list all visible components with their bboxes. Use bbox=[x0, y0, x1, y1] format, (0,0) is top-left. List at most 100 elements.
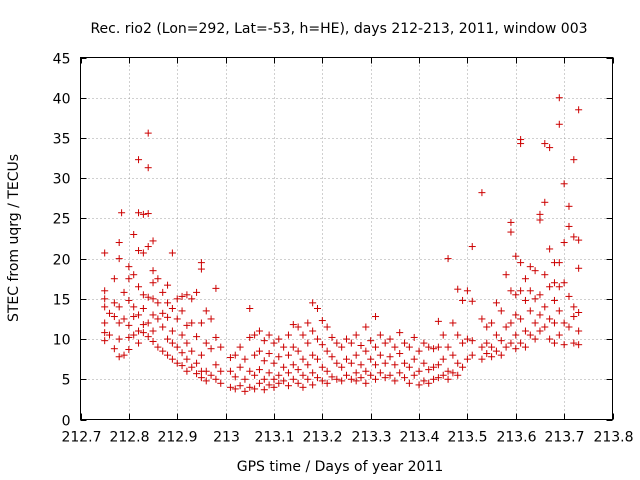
data-point bbox=[323, 379, 331, 387]
data-point bbox=[289, 321, 297, 329]
data-point bbox=[531, 335, 539, 343]
data-points-layer bbox=[101, 94, 583, 395]
data-point bbox=[430, 363, 438, 371]
data-point bbox=[497, 307, 505, 315]
data-point bbox=[367, 371, 375, 379]
data-point bbox=[328, 333, 336, 341]
x-tick-label: 213.2 bbox=[302, 430, 342, 446]
data-point bbox=[550, 279, 558, 287]
data-point bbox=[323, 323, 331, 331]
data-point bbox=[313, 304, 321, 312]
data-point bbox=[164, 335, 172, 343]
data-point bbox=[125, 275, 133, 283]
data-point bbox=[183, 291, 191, 299]
data-point bbox=[139, 304, 147, 312]
data-point bbox=[420, 339, 428, 347]
data-point bbox=[294, 323, 302, 331]
data-point bbox=[367, 337, 375, 345]
chart-title: Rec. rio2 (Lon=292, Lat=-53, h=HE), days… bbox=[90, 21, 587, 37]
data-point bbox=[188, 295, 196, 303]
data-point bbox=[246, 304, 254, 312]
data-point bbox=[454, 359, 462, 367]
data-point bbox=[454, 331, 462, 339]
data-point bbox=[391, 377, 399, 385]
data-point bbox=[139, 329, 147, 337]
data-point bbox=[120, 315, 128, 323]
data-point bbox=[207, 371, 215, 379]
data-point bbox=[526, 331, 534, 339]
data-point bbox=[183, 355, 191, 363]
data-point bbox=[304, 375, 312, 383]
data-point bbox=[202, 339, 210, 347]
data-point bbox=[299, 355, 307, 363]
data-point bbox=[546, 283, 554, 291]
data-point bbox=[110, 345, 118, 353]
data-point bbox=[565, 323, 573, 331]
x-tick-label: 212.8 bbox=[109, 430, 149, 446]
data-point bbox=[420, 377, 428, 385]
data-point bbox=[391, 343, 399, 351]
data-point bbox=[197, 374, 205, 382]
data-point bbox=[246, 367, 254, 375]
data-point bbox=[168, 249, 176, 257]
data-point bbox=[164, 299, 172, 307]
data-point bbox=[193, 333, 201, 341]
data-point bbox=[420, 359, 428, 367]
data-point bbox=[560, 239, 568, 247]
data-point bbox=[173, 315, 181, 323]
data-point bbox=[550, 296, 558, 304]
data-point bbox=[343, 355, 350, 363]
data-point bbox=[202, 377, 210, 385]
data-point bbox=[459, 339, 467, 347]
data-point bbox=[149, 267, 157, 275]
data-point bbox=[144, 243, 152, 251]
data-point bbox=[101, 303, 109, 311]
data-point bbox=[270, 375, 278, 383]
data-point bbox=[164, 281, 172, 289]
data-point bbox=[289, 361, 297, 369]
data-point bbox=[139, 291, 147, 299]
data-point bbox=[275, 335, 283, 343]
data-point bbox=[236, 343, 244, 351]
data-point bbox=[309, 369, 317, 377]
data-point bbox=[115, 335, 123, 343]
data-point bbox=[463, 335, 471, 343]
data-point bbox=[575, 264, 583, 272]
data-point bbox=[168, 355, 176, 363]
data-point bbox=[521, 275, 529, 283]
data-point bbox=[555, 120, 563, 128]
data-point bbox=[154, 299, 162, 307]
data-point bbox=[231, 373, 239, 381]
data-point bbox=[251, 385, 259, 393]
data-point bbox=[251, 331, 259, 339]
data-point bbox=[135, 339, 143, 347]
data-point bbox=[313, 335, 321, 343]
data-point bbox=[492, 347, 500, 355]
data-point bbox=[120, 351, 128, 359]
y-tick-label: 20 bbox=[53, 253, 71, 269]
data-point bbox=[347, 339, 355, 347]
data-point bbox=[483, 350, 491, 358]
data-point bbox=[536, 327, 544, 335]
data-point bbox=[338, 377, 346, 385]
data-point bbox=[197, 351, 205, 359]
data-point bbox=[125, 346, 133, 354]
data-point bbox=[352, 351, 360, 359]
data-point bbox=[555, 259, 563, 267]
data-point bbox=[110, 313, 118, 321]
data-point bbox=[164, 313, 172, 321]
data-point bbox=[565, 222, 573, 230]
data-point bbox=[468, 337, 476, 345]
data-point bbox=[560, 341, 568, 349]
y-tick-label: 10 bbox=[53, 333, 71, 349]
data-point bbox=[144, 129, 152, 137]
data-point bbox=[444, 343, 452, 351]
data-point bbox=[405, 363, 413, 371]
data-point bbox=[570, 233, 578, 241]
data-point bbox=[521, 327, 529, 335]
data-point bbox=[555, 307, 563, 315]
data-point bbox=[241, 355, 249, 363]
data-point bbox=[207, 345, 215, 353]
data-point bbox=[135, 247, 143, 255]
